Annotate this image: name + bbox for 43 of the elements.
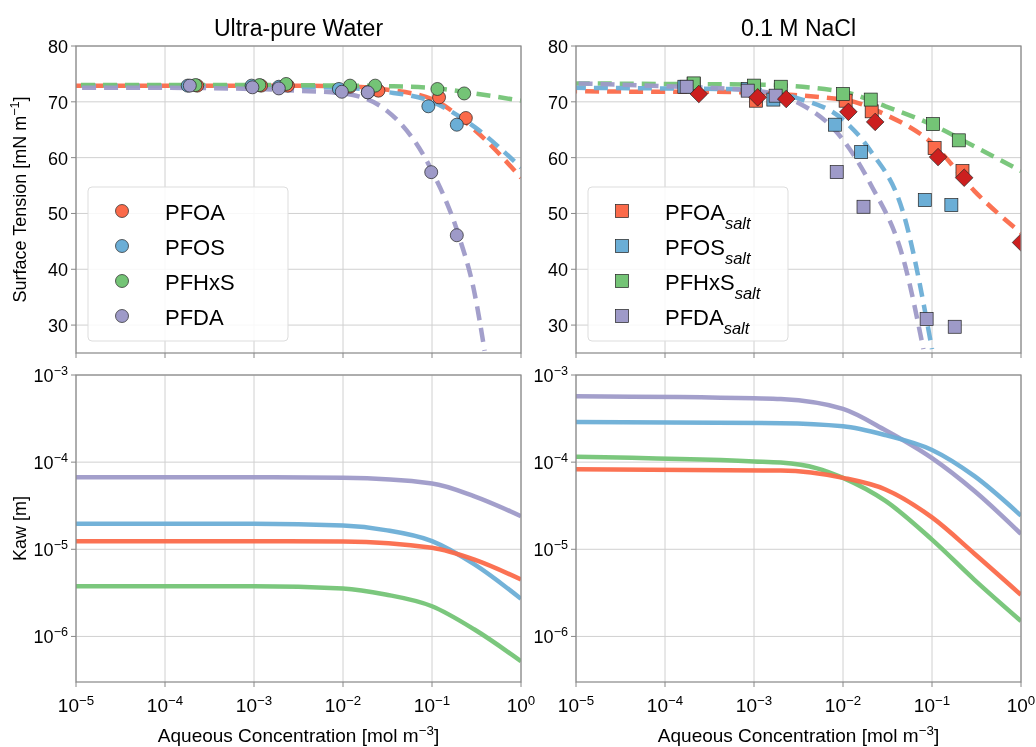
y-tick-label: 60: [547, 148, 568, 169]
chart-title: Ultra-pure Water: [213, 15, 384, 41]
x-tick-label: 10$^{−1}$: [913, 692, 951, 716]
y-tick-label: 10$^{−6}$: [33, 625, 68, 648]
y-tick-label: 80: [47, 37, 68, 57]
legend-label: PFOA$_{salt}$: [665, 200, 752, 232]
y-tick-label: 10$^{−3}$: [33, 364, 68, 386]
y-tick-label: 10$^{−3}$: [533, 364, 568, 386]
y-tick-label: 10$^{−5}$: [533, 538, 568, 561]
legend-label: PFOS: [165, 235, 225, 260]
x-tick-label: 10$^{−1}$: [413, 692, 451, 716]
y-tick-label: 10$^{−4}$: [33, 451, 68, 474]
x-tick-label: 10$^{−3}$: [235, 692, 273, 716]
x-tick-label: 10$^{−4}$: [146, 692, 184, 716]
y-tick-label: 40: [547, 260, 568, 281]
y-tick-label: 30: [547, 316, 568, 337]
y-tick-label: 10$^{−5}$: [33, 538, 68, 561]
x-axis-title: Aqueous Concentration [mol m$^{−3}$]: [157, 722, 440, 746]
x-tick-label: 10$^{−2}$: [824, 692, 862, 716]
y-tick-label: 30: [47, 316, 68, 337]
legend-label: PFDA: [165, 305, 224, 330]
y-tick-label: 50: [547, 204, 568, 225]
legend-label: PFHxS: [165, 270, 235, 295]
y-tick-label: 40: [47, 260, 68, 281]
chart-title: 0.1 M NaCl: [740, 15, 857, 41]
legend-label: PFOA: [165, 200, 226, 225]
x-axis-title: Aqueous Concentration [mol m$^{−3}$]: [657, 722, 940, 746]
y-tick-label: 70: [547, 92, 568, 113]
y-tick-label: 60: [47, 148, 68, 169]
legend-label: PFOS$_{salt}$: [665, 235, 752, 267]
y-tick-label: 50: [47, 204, 68, 225]
x-tick-label: 10$^{0}$: [1006, 692, 1036, 716]
y-axis-title: Kaw [m]: [10, 495, 30, 562]
x-tick-label: 10$^{−4}$: [646, 692, 684, 716]
legend-label: PFDA$_{salt}$: [665, 305, 751, 337]
x-tick-label: 10$^{−2}$: [324, 692, 362, 716]
y-tick-label: 10$^{−4}$: [533, 451, 568, 474]
x-tick-label: 10$^{0}$: [506, 692, 536, 716]
y-tick-label: 70: [47, 92, 68, 113]
x-tick-label: 10$^{−3}$: [735, 692, 773, 716]
y-tick-label: 80: [547, 37, 568, 57]
legend-label: PFHxS$_{salt}$: [665, 270, 762, 302]
y-tick-label: 10$^{−6}$: [533, 625, 568, 648]
